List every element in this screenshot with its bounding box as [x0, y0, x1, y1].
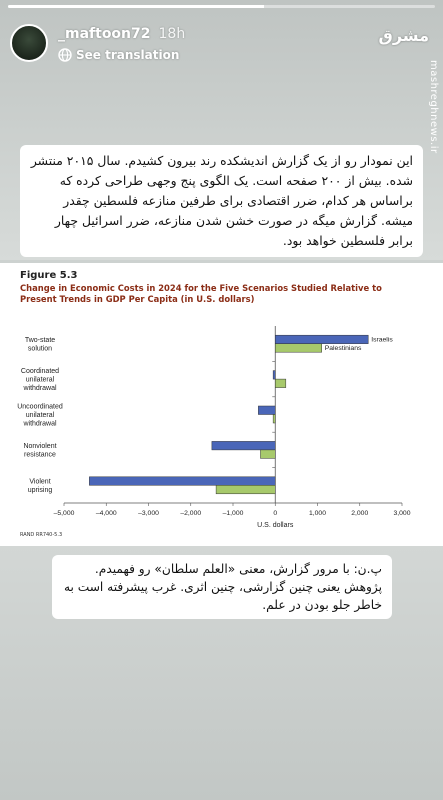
- x-tick-label: 2,000: [351, 510, 368, 517]
- series-label-israelis: Israelis: [371, 337, 393, 344]
- x-axis-label: U.S. dollars: [257, 522, 294, 529]
- x-tick-label: –5,000: [54, 510, 75, 517]
- bar-chart: –5,000 –4,000 –3,000 –2,000 –1,000 0 1,000 2,00…: [17, 326, 411, 529]
- bar-israelis: [89, 476, 276, 486]
- category-label: Nonviolent: [23, 443, 56, 450]
- category-label: Two-state: [25, 337, 55, 344]
- x-tick-label: 0: [273, 510, 277, 517]
- figure-source-id: RAND RR740-5.3: [20, 532, 63, 538]
- figure-title: Change in Economic Costs in 2024 for the…: [20, 283, 382, 304]
- globe-icon: [58, 48, 72, 62]
- category-label: Coordinated: [21, 368, 59, 375]
- story-header: _maftoon72 18h See translation مشرق: [10, 18, 433, 68]
- bar-palestinians: [215, 485, 276, 495]
- chart-panel: Figure 5.3 Change in Economic Costs in 2…: [0, 263, 443, 546]
- category-label: withdrawal: [22, 420, 57, 427]
- x-tick-label: 3,000: [393, 510, 410, 517]
- x-tick-label: 1,000: [309, 510, 326, 517]
- see-translation-label[interactable]: See translation: [76, 48, 180, 62]
- bar-palestinians: [275, 343, 322, 353]
- category-label: uprising: [28, 487, 53, 494]
- watermark: mashreghnews.ir: [423, 60, 443, 210]
- see-translation-button[interactable]: See translation: [58, 48, 179, 62]
- category-label: unilateral: [26, 377, 55, 384]
- username[interactable]: _maftoon72 18h: [58, 26, 185, 42]
- bar-israelis: [275, 334, 369, 344]
- x-tick-label: –4,000: [96, 510, 117, 517]
- mashregh-logo: مشرق: [378, 26, 429, 45]
- bar-palestinians: [272, 414, 276, 424]
- story-progress-fill: [8, 5, 265, 8]
- caption-top: این نمودار رو از یک گزارش اندیشکده رند ب…: [20, 145, 423, 257]
- bar-israelis: [258, 405, 276, 415]
- avatar[interactable]: [10, 24, 48, 62]
- post-time: 18h: [158, 26, 186, 42]
- username-text[interactable]: _maftoon72: [58, 26, 151, 42]
- category-label: solution: [28, 345, 52, 352]
- bar-israelis: [211, 441, 276, 451]
- category-label: Uncoordinated: [17, 404, 63, 411]
- caption-bottom: پ.ن: با مرور گزارش، معنی «العلم سلطان» ر…: [52, 555, 392, 619]
- category-label: Violent: [29, 479, 50, 486]
- series-label-palestinians: Palestinians: [325, 345, 362, 352]
- x-tick-label: –3,000: [138, 510, 159, 517]
- x-tick-label: –2,000: [180, 510, 201, 517]
- bar-palestinians: [260, 449, 276, 459]
- figure-number: Figure 5.3: [20, 270, 78, 281]
- x-tick-label: –1,000: [223, 510, 244, 517]
- bar-israelis: [272, 370, 276, 380]
- category-label: unilateral: [26, 412, 55, 419]
- bar-palestinians: [275, 378, 287, 388]
- story-progress-bar: [8, 5, 435, 8]
- category-label: resistance: [24, 452, 56, 459]
- watermark-text: mashreghnews.ir: [428, 60, 439, 154]
- category-label: withdrawal: [22, 385, 57, 392]
